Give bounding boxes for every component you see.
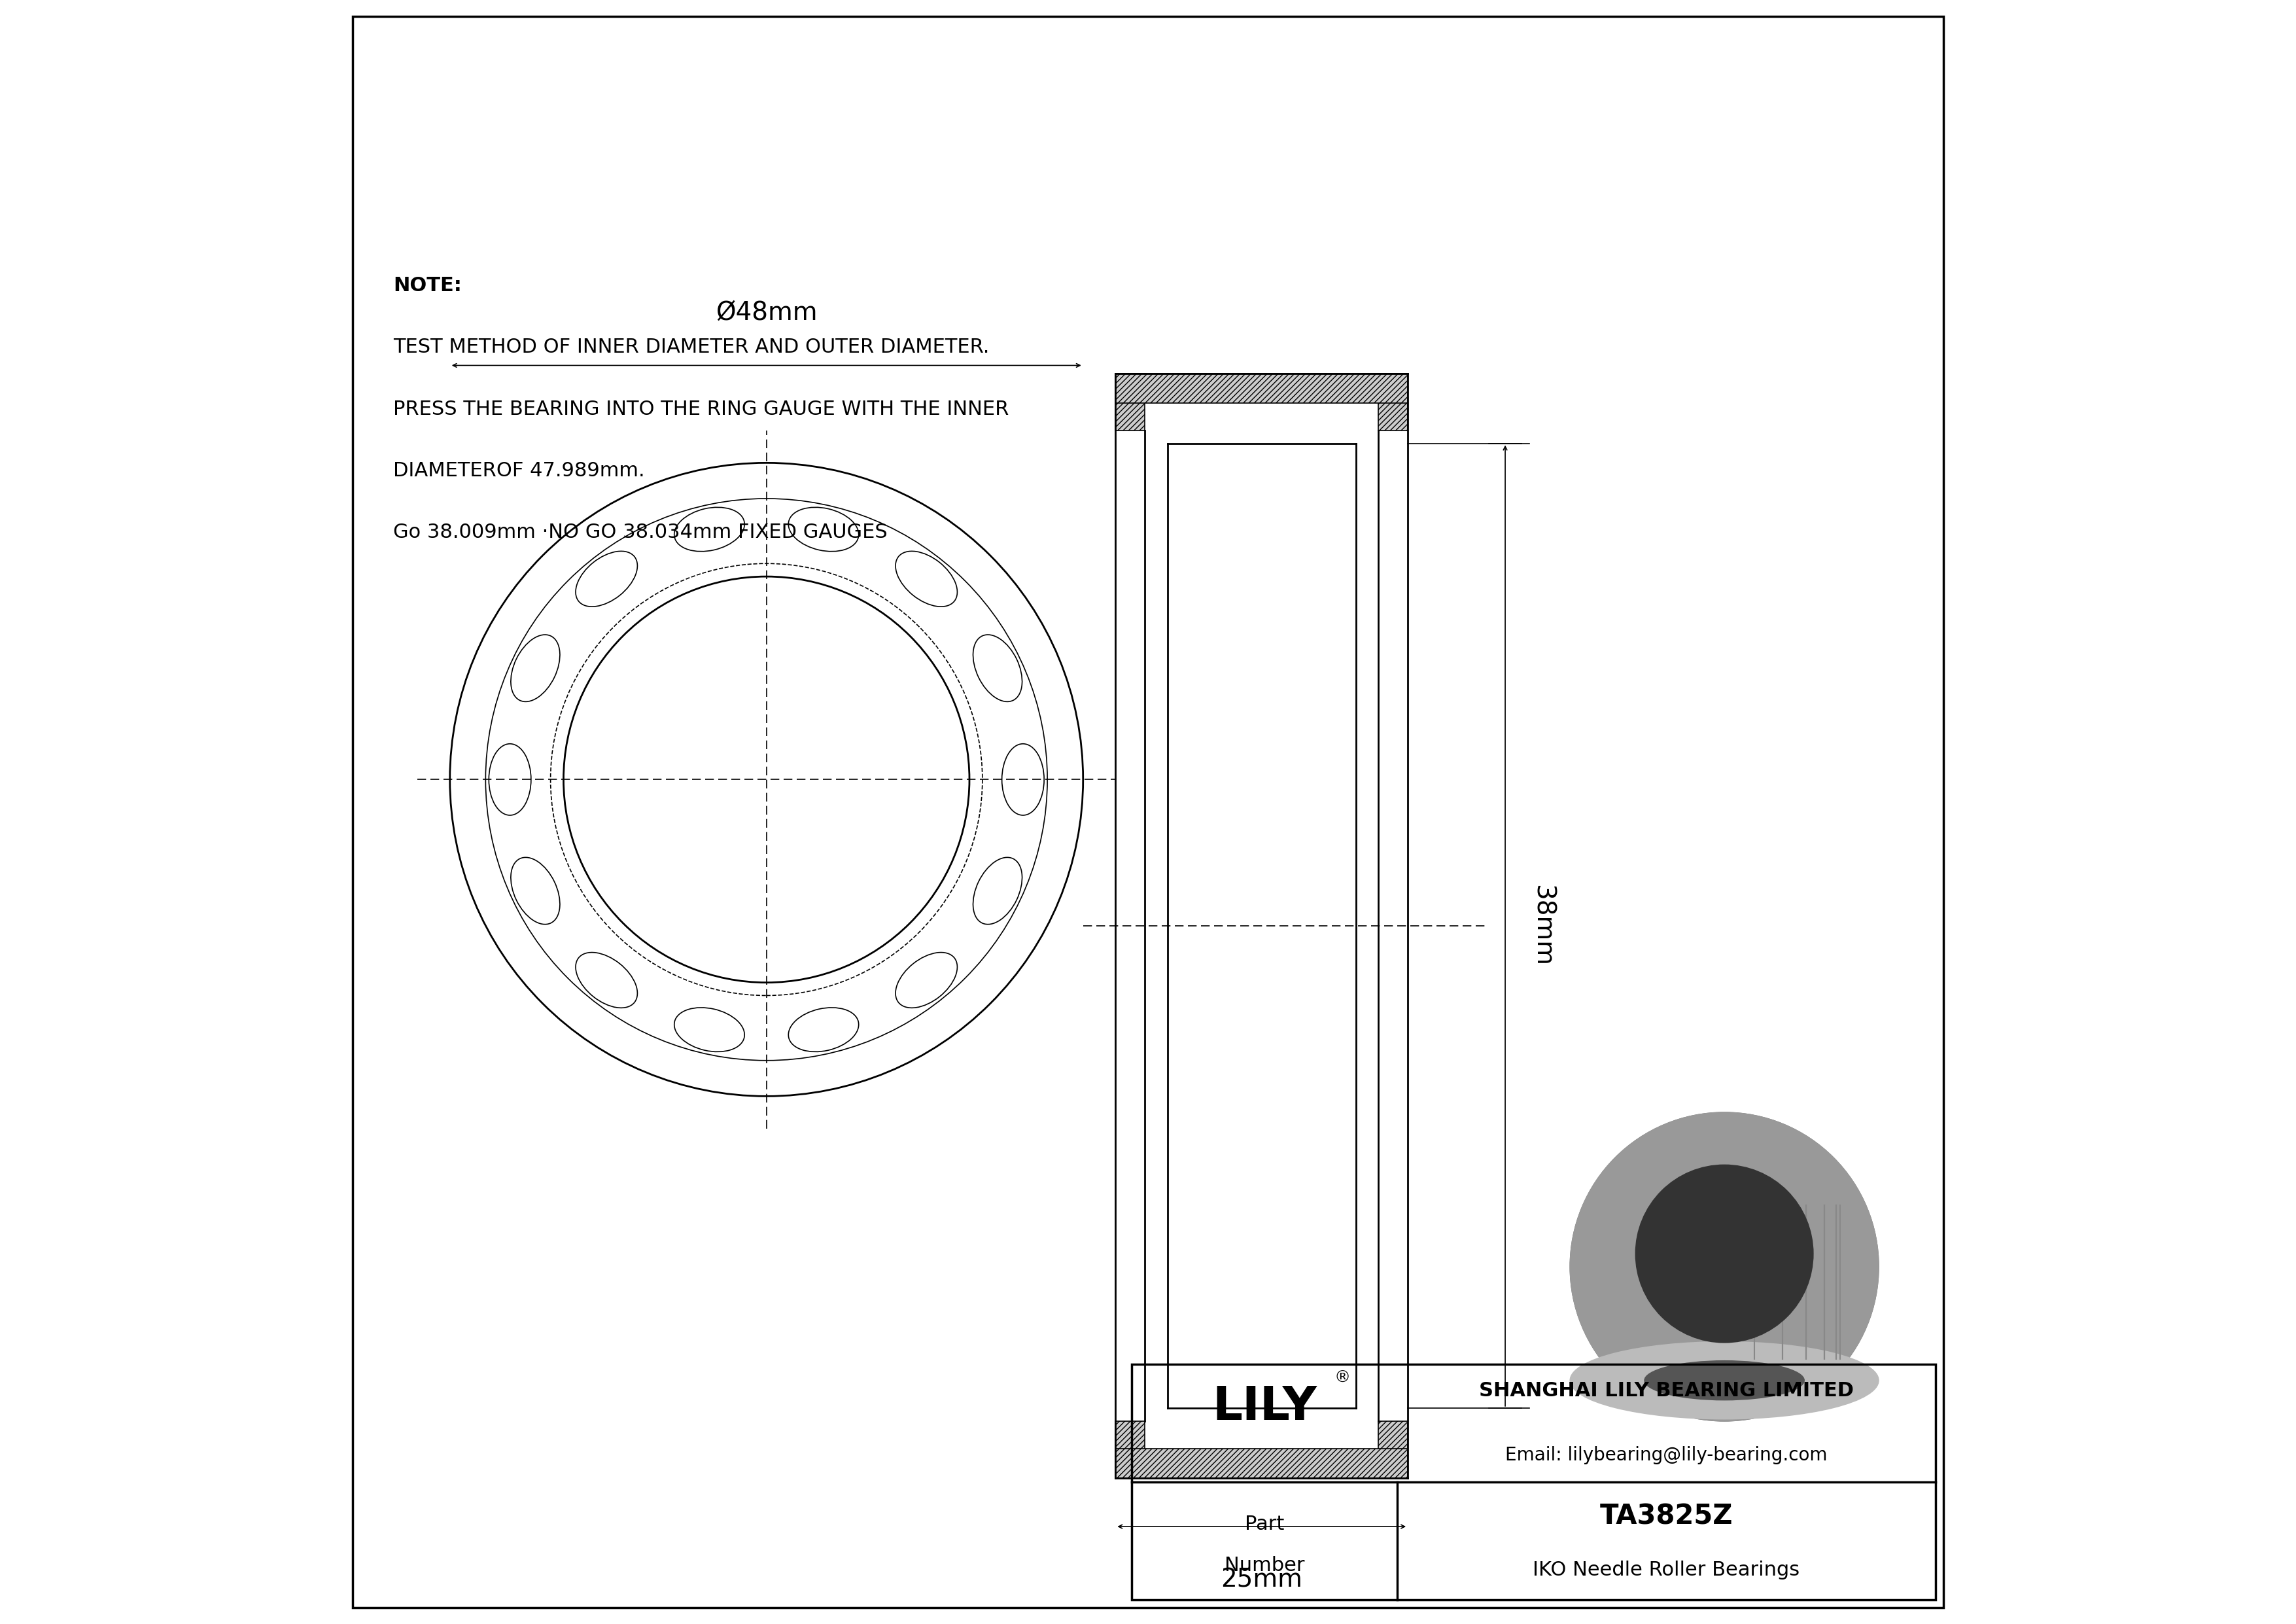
Text: LILY: LILY <box>1212 1384 1316 1429</box>
Bar <box>1132 1364 1936 1600</box>
Text: Email: lilybearing@lily-bearing.com: Email: lilybearing@lily-bearing.com <box>1506 1447 1828 1465</box>
Text: NOTE:: NOTE: <box>393 276 461 296</box>
Text: TA3825Z: TA3825Z <box>1600 1502 1733 1530</box>
Bar <box>1116 374 1146 430</box>
Bar <box>1116 1449 1407 1478</box>
Text: IKO Needle Roller Bearings: IKO Needle Roller Bearings <box>1534 1561 1800 1580</box>
Bar <box>1378 374 1407 430</box>
Text: 25mm: 25mm <box>1221 1567 1302 1592</box>
Circle shape <box>1635 1164 1814 1343</box>
Text: Go 38.009mm ·NO GO 38.034mm FIXED GAUGES: Go 38.009mm ·NO GO 38.034mm FIXED GAUGES <box>393 523 889 542</box>
Text: SHANGHAI LILY BEARING LIMITED: SHANGHAI LILY BEARING LIMITED <box>1479 1380 1853 1400</box>
Ellipse shape <box>1644 1361 1805 1400</box>
Circle shape <box>1570 1112 1878 1421</box>
Text: Part: Part <box>1244 1515 1283 1535</box>
Bar <box>1116 1421 1146 1478</box>
Text: PRESS THE BEARING INTO THE RING GAUGE WITH THE INNER: PRESS THE BEARING INTO THE RING GAUGE WI… <box>393 400 1008 419</box>
Text: TEST METHOD OF INNER DIAMETER AND OUTER DIAMETER.: TEST METHOD OF INNER DIAMETER AND OUTER … <box>393 338 990 357</box>
Bar <box>1378 1421 1407 1478</box>
Ellipse shape <box>1570 1341 1878 1419</box>
Bar <box>1116 374 1407 403</box>
Text: Ø48mm: Ø48mm <box>716 300 817 325</box>
Text: ®: ® <box>1334 1369 1350 1385</box>
Text: DIAMETEROF 47.989mm.: DIAMETEROF 47.989mm. <box>393 461 645 481</box>
Text: 38mm: 38mm <box>1529 885 1554 966</box>
Circle shape <box>1570 1112 1878 1421</box>
Text: Number: Number <box>1224 1556 1304 1575</box>
Circle shape <box>1651 1177 1798 1324</box>
